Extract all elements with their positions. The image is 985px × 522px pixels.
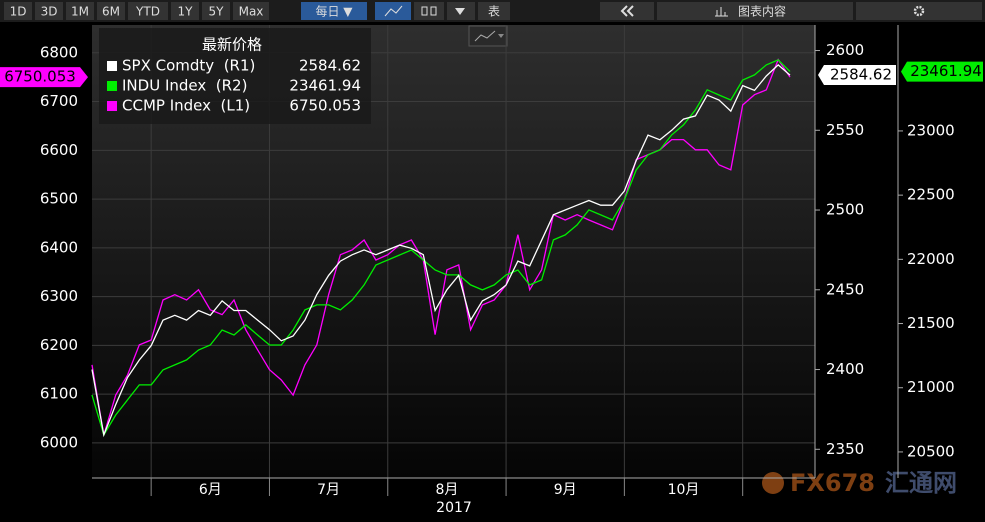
frequency-label: 每日 ▼ [315, 4, 353, 19]
y3-tick-label: 22500 [907, 186, 955, 204]
series-line [91, 64, 791, 438]
table-button[interactable] [478, 2, 510, 20]
chart-content-button[interactable] [657, 2, 853, 20]
legend-swatch [107, 81, 117, 91]
y-tick-label: 6500 [40, 190, 78, 208]
period-label: 1D [10, 5, 27, 19]
series-line [91, 58, 791, 436]
candle-icon [430, 6, 437, 16]
y3-tick-label: 22000 [907, 250, 955, 268]
y-tick-label: 6800 [40, 43, 78, 61]
period-button[interactable] [202, 2, 230, 20]
series-line [91, 59, 791, 437]
period-button[interactable] [233, 2, 269, 20]
y2-tick-label: 2600 [826, 41, 864, 59]
x-tick-label: 10月 [668, 482, 700, 498]
period-label: YTD [135, 5, 160, 19]
legend-swatch [107, 101, 117, 111]
legend-label: CCMP Index (L1) [122, 97, 250, 115]
x-tick-label: 7月 [317, 482, 340, 498]
y2-tick-label: 2550 [826, 121, 864, 139]
legend-title: 最新价格 [202, 36, 262, 54]
y3-tick-label: 20500 [907, 442, 955, 460]
legend-box [99, 28, 371, 124]
period-label: 1M [71, 5, 89, 19]
candle-button[interactable] [414, 2, 444, 20]
settings-icon [913, 5, 925, 17]
last-value-label: 2584.62 [830, 66, 892, 84]
y-tick-label: 6200 [40, 336, 78, 354]
last-value-label: 6750.053 [4, 68, 76, 86]
period-label: 5Y [209, 5, 225, 19]
chart-content-icon [715, 7, 728, 17]
legend-value: 6750.053 [289, 97, 361, 115]
last-value-tag [818, 65, 896, 86]
y-tick-label: 6400 [40, 238, 78, 256]
y3-tick-label: 23000 [907, 121, 955, 139]
y3-tick-label: 21500 [907, 314, 955, 332]
candle-icon [421, 6, 428, 16]
y-tick-label: 6600 [40, 141, 78, 159]
legend: SPX Comdty (R1) 2584.62 INDU Index (R2) 234… [107, 57, 361, 115]
x-axis-label: 2017 [436, 500, 472, 516]
period-label: 3D [41, 5, 58, 19]
table-label: 表 [488, 5, 500, 19]
period-label: 6M [102, 5, 120, 19]
period-label: Max [239, 5, 264, 19]
last-value-tag [0, 67, 88, 88]
legend-label: INDU Index (R2) [122, 77, 247, 95]
period-button[interactable] [66, 2, 94, 20]
collapse-icon [620, 5, 634, 17]
dropdown-icon [498, 34, 504, 38]
y-tick-label: 6000 [40, 433, 78, 451]
legend-label: SPX Comdty (R1) [122, 57, 255, 75]
chart-content-label: 图表内容 [738, 4, 786, 19]
legend-value: 2584.62 [299, 57, 361, 75]
x-tick-label: 8月 [435, 482, 458, 498]
x-tick-label: 9月 [554, 482, 577, 498]
toolbar-buttons: 1D 3D 1M 6M YTD 1Y 5Y Max 每日 ▼ 表 图表内容 [4, 2, 982, 20]
y2-tick-label: 2400 [826, 360, 864, 378]
legend-swatch [107, 61, 117, 71]
last-value-label: 23461.94 [910, 62, 982, 80]
dropdown-icon [455, 8, 465, 15]
y2-tick-label: 2350 [826, 440, 864, 458]
lines [91, 58, 791, 438]
period-label: 1Y [178, 5, 194, 19]
y2-tick-label: 2450 [826, 280, 864, 298]
y-tick-label: 6300 [40, 287, 78, 305]
x-tick-label: 6月 [199, 482, 222, 498]
watermark-brand: FX678 [790, 469, 875, 497]
watermark-logo [762, 472, 784, 494]
period-button[interactable] [128, 2, 168, 20]
chart-type-icon [474, 30, 496, 42]
frequency-button[interactable] [301, 2, 367, 20]
line-icon [384, 5, 403, 17]
y3-tick-label: 21000 [907, 378, 955, 396]
period-button[interactable] [4, 2, 32, 20]
period-button[interactable] [97, 2, 125, 20]
chart-type-button[interactable] [468, 25, 508, 47]
y-tick-label: 6700 [40, 92, 78, 110]
period-button[interactable] [35, 2, 63, 20]
period-button[interactable] [171, 2, 199, 20]
last-value-tag [901, 61, 983, 82]
y-tick-label: 6100 [40, 385, 78, 403]
settings-button[interactable] [856, 2, 982, 20]
legend-value: 23461.94 [289, 77, 361, 95]
watermark-name: 汇通网 [885, 469, 957, 497]
y2-tick-label: 2500 [826, 201, 864, 219]
